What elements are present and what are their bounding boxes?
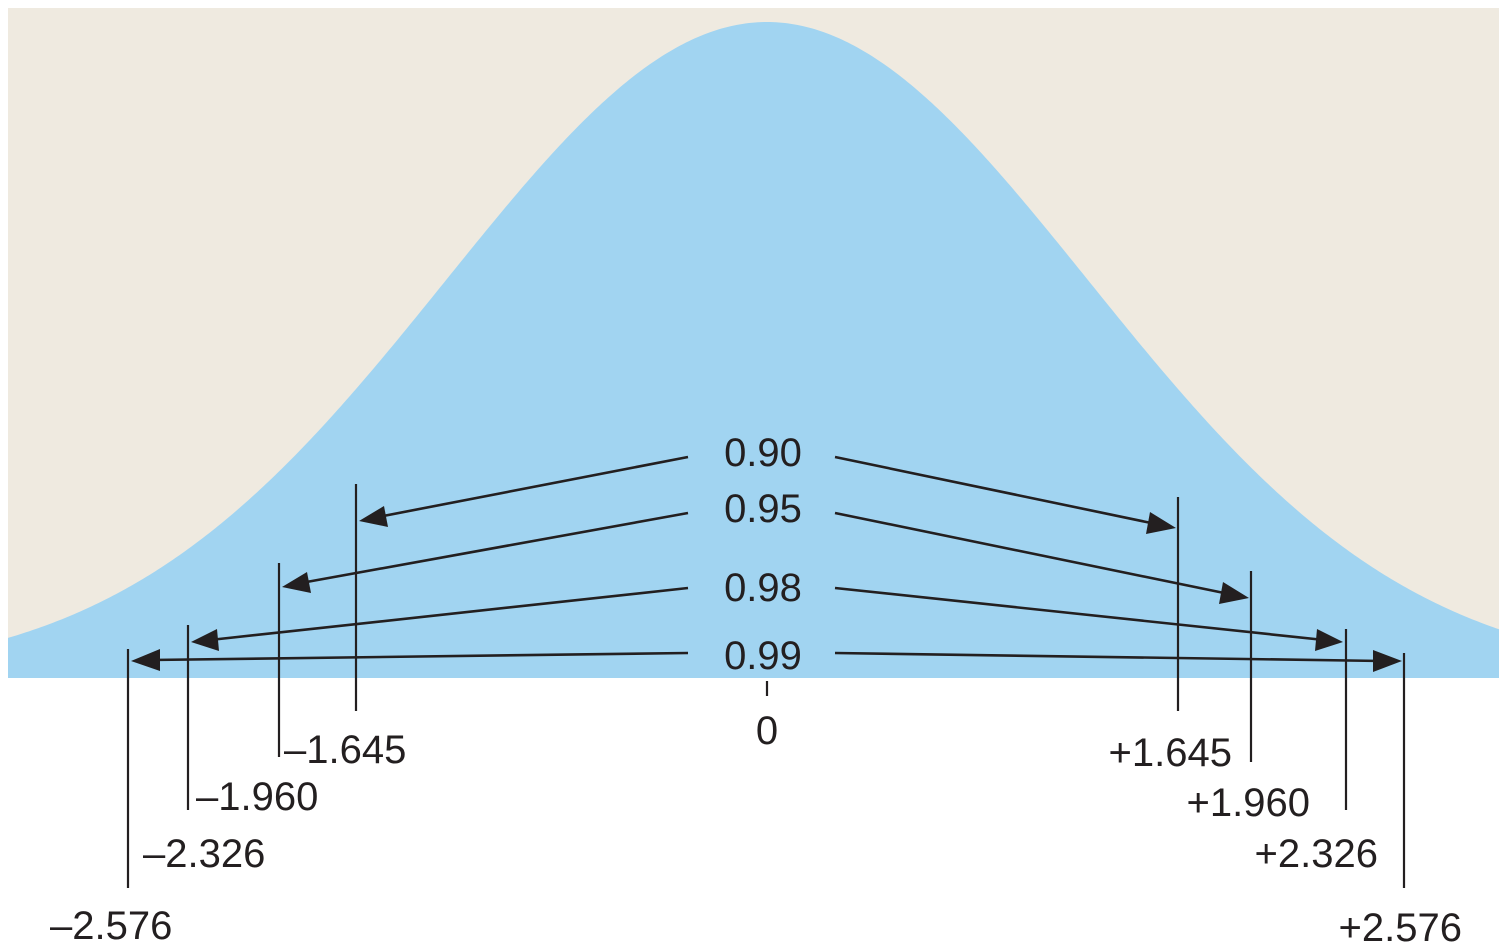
confidence-label-090: 0.90	[724, 431, 802, 475]
arrow-right-098	[834, 586, 1325, 642]
arrow-left-095	[300, 511, 689, 585]
confidence-label-099: 0.99	[724, 634, 802, 678]
zero-label: 0	[756, 709, 778, 753]
z-label-right-090: +1.645	[1109, 731, 1232, 775]
arrow-right-095	[834, 511, 1230, 596]
arrow-right-090	[834, 455, 1157, 526]
arrowhead-right-098	[1315, 629, 1343, 651]
arrowhead-left-098	[191, 629, 219, 651]
z-label-left-098: –2.326	[143, 832, 265, 876]
arrowhead-left-099	[131, 649, 160, 671]
arrow-left-099	[150, 651, 689, 662]
arrowhead-right-090	[1146, 512, 1176, 534]
z-label-left-099: –2.576	[50, 904, 172, 947]
arrowhead-right-095	[1219, 582, 1249, 604]
arrowhead-right-099	[1373, 650, 1402, 672]
z-label-left-095: –1.960	[196, 775, 318, 819]
arrowhead-left-095	[282, 572, 311, 593]
confidence-label-095: 0.95	[724, 487, 802, 531]
confidence-label-098: 0.98	[724, 566, 802, 610]
arrow-right-099	[834, 651, 1383, 663]
z-label-left-090: –1.645	[284, 728, 406, 772]
z-label-right-098: +2.326	[1255, 832, 1378, 876]
arrowhead-left-090	[359, 506, 388, 527]
arrow-left-098	[209, 586, 689, 642]
z-label-right-095: +1.960	[1187, 781, 1310, 825]
arrow-left-090	[377, 455, 689, 519]
z-label-right-099: +2.576	[1339, 906, 1462, 947]
